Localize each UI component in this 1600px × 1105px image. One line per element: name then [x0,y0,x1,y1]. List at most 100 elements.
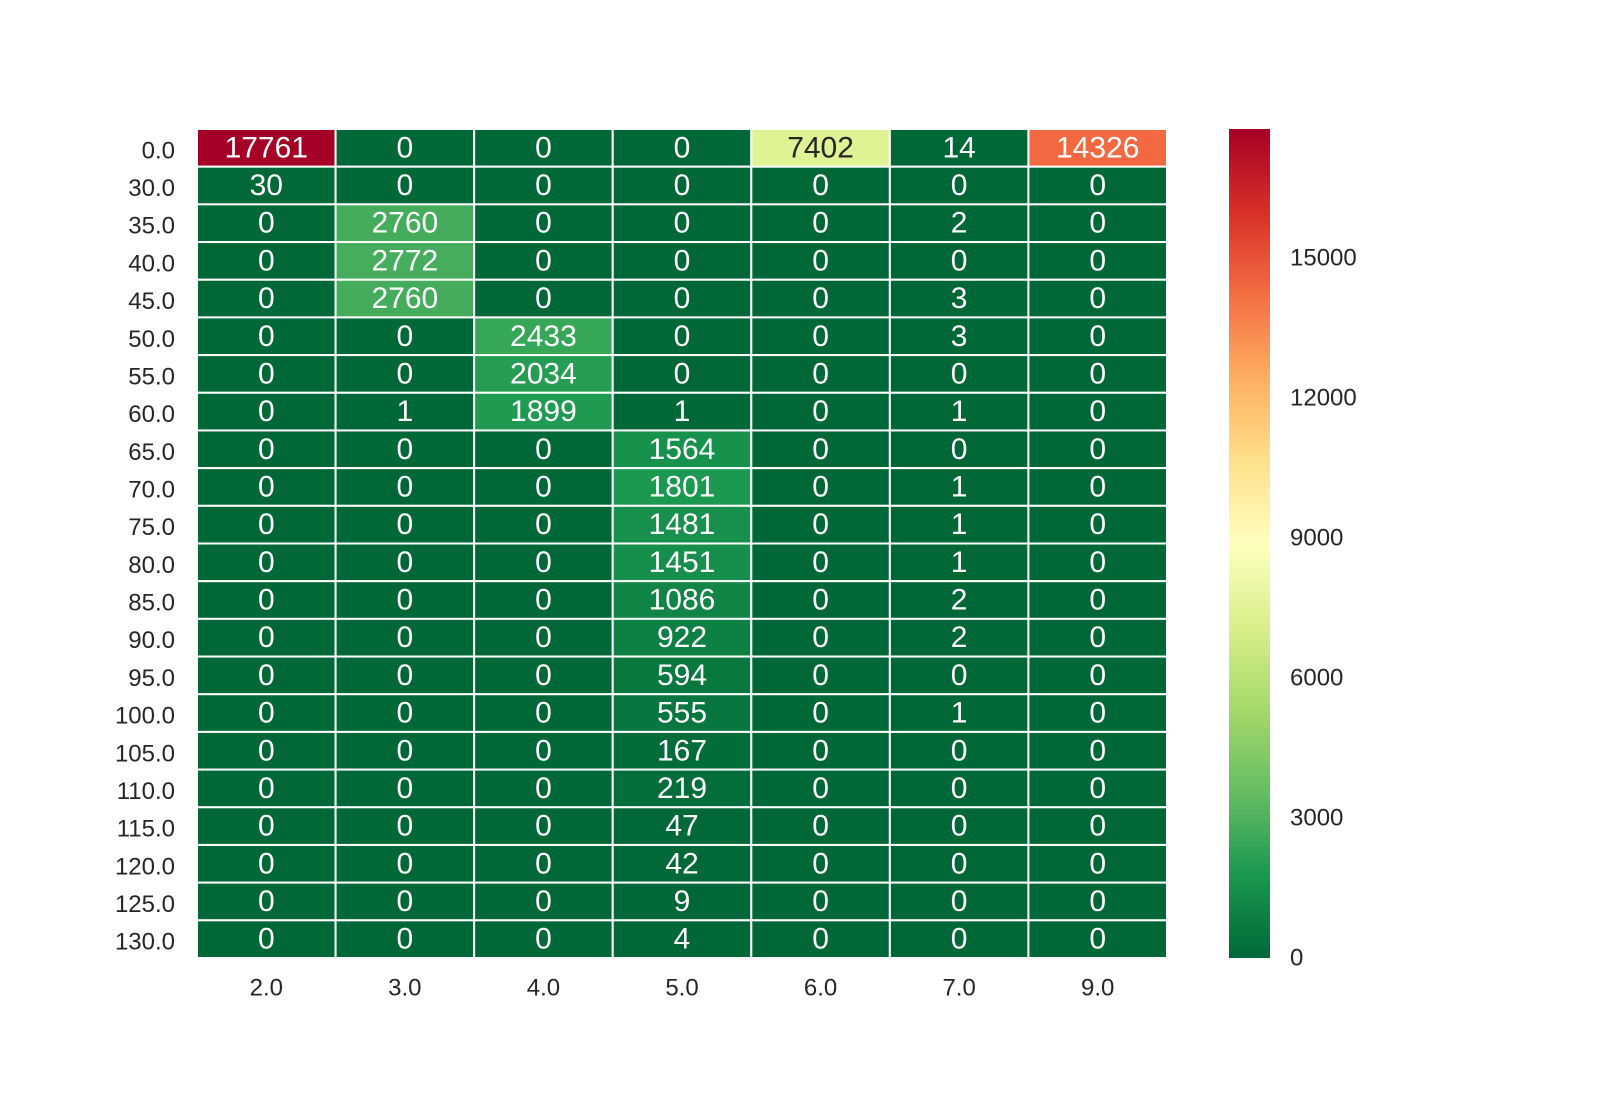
cell-value-label: 1 [951,546,968,579]
cell-value-label: 0 [1089,847,1106,880]
heatmap-cell [888,504,1030,545]
cell-value-label: 0 [258,282,275,315]
colorbar-tick-label: 0 [1290,945,1303,972]
cell-value-label: 0 [812,357,829,390]
cell-value-label: 0 [812,847,829,880]
heatmap-cell [196,128,337,168]
cell-value-label: 0 [397,847,414,880]
cell-value-label: 0 [674,207,691,240]
heatmap-cell [1027,467,1169,507]
heatmap-cell [611,580,753,620]
heatmap-cell [888,655,1030,696]
heatmap-cell [611,391,753,432]
cell-value-label: 0 [535,772,552,805]
cell-value-label: 0 [397,546,414,579]
cell-value-label: 0 [397,508,414,541]
cell-value-label: 0 [812,810,829,843]
cell-value-label: 0 [258,885,275,918]
x-tick-label: 4.0 [527,975,560,1002]
cell-value-label: 0 [1089,923,1106,956]
y-tick-label: 60.0 [128,401,175,428]
heatmap-cell [196,655,337,696]
y-tick-label: 0.0 [142,137,175,164]
heatmap-cell [196,165,337,206]
cell-value-label: 0 [258,697,275,730]
cell-value-label: 0 [1089,320,1106,353]
heatmap-cells [196,128,1169,959]
y-tick-label: 85.0 [128,590,175,617]
cell-value-label: 0 [258,584,275,617]
heatmap-cell [1027,504,1169,545]
heatmap-cell [750,429,891,470]
heatmap-cell [750,919,891,959]
heatmap-cell [473,806,614,846]
colorbar [1229,129,1270,958]
heatmap-cell [750,542,891,583]
heatmap-cell [611,730,753,771]
cell-value-label: 0 [397,320,414,353]
y-tick-label: 90.0 [128,627,175,654]
cell-value-label: 0 [1089,433,1106,466]
heatmap-cell [334,504,476,545]
cell-value-label: 594 [657,659,707,692]
cell-value-label: 0 [812,697,829,730]
cell-value-label: 0 [812,207,829,240]
heatmap-cell [473,165,614,206]
cell-value-label: 2 [951,584,968,617]
cell-value-label: 0 [397,357,414,390]
cell-value-label: 0 [1089,508,1106,541]
heatmap-cell [750,467,891,507]
heatmap-cell [888,806,1030,846]
colorbar-tick-label: 6000 [1290,664,1343,691]
heatmap-cell [196,580,337,620]
y-tick-label: 65.0 [128,439,175,466]
cell-value-label: 0 [812,772,829,805]
cell-value-label: 0 [258,357,275,390]
heatmap-cell [611,655,753,696]
cell-value-label: 2 [951,207,968,240]
heatmap-cell [473,693,614,733]
cell-value-label: 0 [1089,395,1106,428]
cell-value-label: 0 [1089,621,1106,654]
cell-value-label: 219 [657,772,707,805]
y-tick-label: 75.0 [128,514,175,541]
heatmap-cell [334,316,476,357]
heatmap-cell [334,919,476,959]
cell-value-label: 0 [535,810,552,843]
cell-value-label: 0 [1089,546,1106,579]
heatmap-cell [888,617,1030,658]
heatmap-cell [611,768,753,809]
cell-value-label: 1801 [649,470,716,503]
heatmap-cell [1027,203,1169,244]
heatmap-cell [334,806,476,846]
heatmap-cell [611,504,753,545]
cell-value-label: 0 [1089,810,1106,843]
cell-value-label: 1564 [649,433,716,466]
heatmap-cell [473,504,614,545]
cell-value-label: 0 [258,546,275,579]
y-tick-label: 115.0 [117,816,175,843]
x-tick-label: 7.0 [942,975,975,1002]
cell-value-label: 0 [258,207,275,240]
heatmap-cell [750,617,891,658]
cell-value-label: 0 [812,546,829,579]
heatmap-cell [888,354,1030,394]
cell-value-label: 0 [951,847,968,880]
cell-value-label: 0 [674,320,691,353]
cell-value-label: 0 [535,885,552,918]
cell-value-label: 42 [665,847,698,880]
cell-value-label: 0 [397,810,414,843]
cell-value-label: 0 [1089,282,1106,315]
cell-value-label: 0 [258,320,275,353]
cell-value-label: 0 [951,772,968,805]
cell-value-label: 0 [535,433,552,466]
heatmap-cell [888,843,1030,884]
cell-value-label: 0 [674,244,691,277]
cell-value-label: 0 [1089,772,1106,805]
cell-value-label: 0 [951,923,968,956]
cell-value-label: 922 [657,621,707,654]
heatmap-cell [1027,655,1169,696]
